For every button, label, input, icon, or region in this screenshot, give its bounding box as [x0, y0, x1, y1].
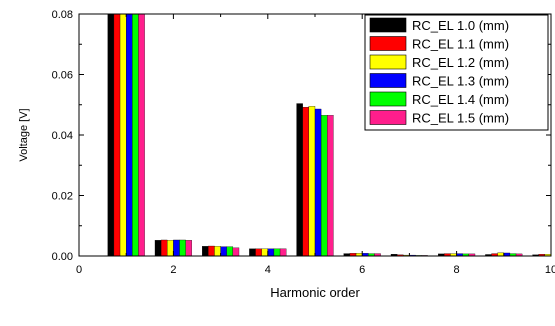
bar-rc-el-1-1-mm--h1 [113, 14, 121, 256]
bar-rc-el-1-5-mm--h5 [327, 115, 334, 256]
x-tick-label: 2 [170, 264, 176, 276]
legend-label: RC_EL 1.2 (mm) [412, 55, 509, 70]
bar-rc-el-1-5-mm--h9 [515, 253, 523, 256]
bar-rc-el-1-4-mm--h2 [179, 239, 186, 256]
legend-label: RC_EL 1.1 (mm) [412, 37, 509, 52]
bar-rc-el-1-0-mm--h3 [202, 246, 209, 256]
bar-rc-el-1-1-mm--h4 [255, 248, 262, 256]
legend-label: RC_EL 1.0 (mm) [412, 18, 509, 33]
legend-swatch [369, 91, 407, 107]
legend-swatch [369, 73, 407, 88]
y-tick-label: 0.08 [52, 9, 73, 21]
bar-rc-el-1-3-mm--h3 [220, 246, 227, 256]
bar-rc-el-1-5-mm--h2 [185, 240, 192, 256]
bar-rc-el-1-0-mm--h2 [154, 240, 162, 256]
y-tick-label: 0.02 [52, 191, 73, 203]
y-axis-label: Voltage [V] [18, 108, 30, 161]
bar-rc-el-1-5-mm--h6 [374, 253, 381, 256]
legend: RC_EL 1.0 (mm) RC_EL 1.1 (mm) RC_EL 1.2 (m… [364, 14, 549, 131]
bar-rc-el-1-5-mm--h1 [138, 14, 145, 256]
bar-rc-el-1-1-mm--h3 [208, 245, 215, 256]
bars-layer [107, 14, 551, 256]
bar-rc-el-1-5-mm--h8 [468, 253, 476, 256]
bar-rc-el-1-0-mm--h5 [296, 103, 303, 256]
bar-rc-el-1-0-mm--h1 [107, 14, 115, 256]
bar-rc-el-1-3-mm--h10 [550, 254, 551, 256]
x-tick-label: 10 [545, 264, 555, 276]
legend-swatch [369, 17, 407, 33]
bar-rc-el-1-2-mm--h4 [261, 248, 268, 256]
legend-swatch [369, 36, 407, 51]
bar-rc-el-1-4-mm--h1 [132, 14, 139, 256]
y-tick-label: 0.04 [52, 130, 73, 142]
bar-rc-el-1-0-mm--h4 [249, 248, 256, 256]
legend-label: RC_EL 1.4 (mm) [412, 92, 509, 107]
x-tick-label: 6 [359, 264, 365, 276]
axes-layer: 0 2 4 6 8 10 0.00 0.02 0.04 0.06 0.08 [52, 9, 555, 276]
bar-rc-el-1-2-mm--h1 [119, 14, 127, 256]
legend-label: RC_EL 1.3 (mm) [412, 74, 509, 89]
bar-rc-el-1-2-mm--h3 [214, 246, 221, 256]
x-axis-label: Harmonic order [270, 285, 360, 300]
bar-rc-el-1-2-mm--h5 [308, 106, 316, 256]
bar-rc-el-1-2-mm--h2 [167, 240, 174, 256]
bar-rc-el-1-3-mm--h2 [173, 239, 180, 256]
y-tick-label: 0.00 [52, 251, 73, 263]
legend-swatch [369, 54, 407, 70]
x-tick-label: 4 [265, 264, 271, 276]
x-tick-label: 0 [76, 264, 82, 276]
bar-rc-el-1-5-mm--h4 [279, 248, 287, 256]
legend-swatch [369, 110, 407, 125]
bar-rc-el-1-3-mm--h5 [314, 108, 322, 256]
bar-rc-el-1-3-mm--h1 [126, 14, 133, 256]
bar-rc-el-1-4-mm--h5 [320, 115, 328, 256]
bar-rc-el-1-1-mm--h2 [160, 239, 168, 256]
legend-label: RC_EL 1.5 (mm) [412, 111, 509, 126]
bar-rc-el-1-3-mm--h4 [267, 248, 275, 256]
bar-rc-el-1-1-mm--h5 [302, 107, 310, 256]
bar-rc-el-1-4-mm--h4 [273, 248, 281, 256]
y-tick-label: 0.06 [52, 70, 73, 82]
bar-rc-el-1-5-mm--h3 [232, 247, 240, 256]
x-tick-label: 8 [454, 264, 460, 276]
bar-rc-el-1-4-mm--h3 [226, 246, 234, 256]
